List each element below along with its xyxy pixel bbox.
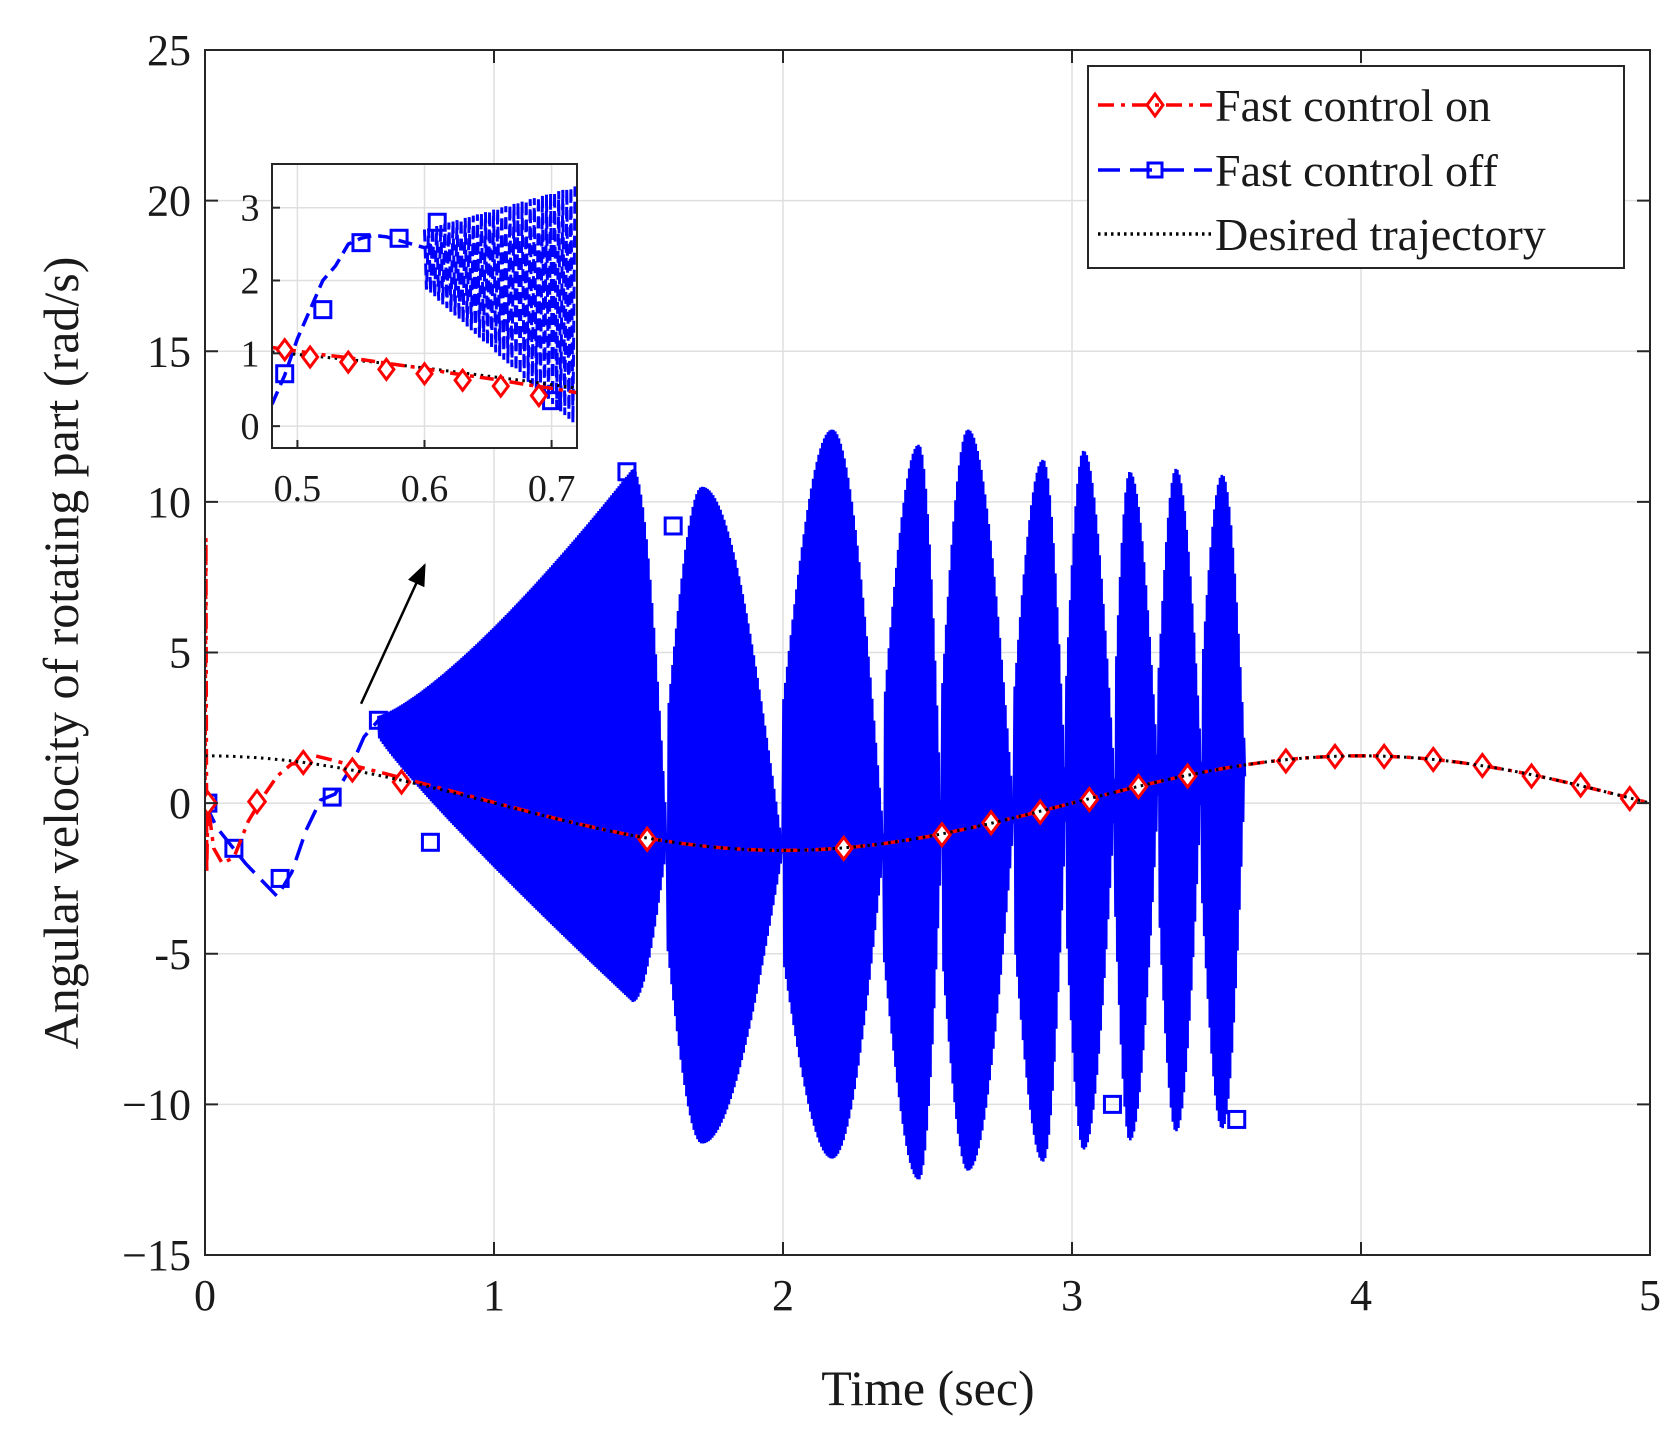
y-tick-label: 25 bbox=[147, 26, 191, 75]
red-diamond-marker bbox=[1177, 762, 1198, 790]
inset-red-diamond-marker bbox=[491, 373, 511, 399]
red-diamond-marker bbox=[833, 834, 854, 862]
inset-red-diamond-marker bbox=[529, 383, 549, 409]
y-tick-label: -5 bbox=[154, 930, 191, 979]
legend-diamond-marker bbox=[1145, 91, 1165, 119]
y-tick-label: 15 bbox=[147, 327, 191, 376]
inset-blue-oscillation bbox=[423, 186, 577, 423]
inset-red-diamond-marker bbox=[415, 361, 434, 387]
legend-label-desired-trajectory: Desired trajectory bbox=[1215, 209, 1546, 260]
x-axis-label: Time (sec) bbox=[821, 1360, 1034, 1416]
blue-square-marker bbox=[224, 838, 244, 858]
inset-ticks: 0.5 0.6 0.7 0 1 2 3 bbox=[241, 188, 576, 510]
blue-square-marker bbox=[663, 516, 683, 536]
inset-red-diamond-marker bbox=[338, 349, 358, 375]
legend: Fast control on Fast control off Desired… bbox=[1087, 65, 1625, 269]
legend-square-marker bbox=[1146, 161, 1164, 179]
red-diamond-marker bbox=[1619, 785, 1640, 813]
inset-series bbox=[272, 186, 577, 423]
blue-square-marker bbox=[617, 462, 637, 482]
y-tick-label: −15 bbox=[122, 1231, 191, 1280]
inset-x-tick-label: 0.7 bbox=[528, 468, 576, 510]
legend-entry-desired-trajectory: Desired trajectory bbox=[1098, 209, 1546, 260]
inset-blue-line bbox=[272, 233, 438, 405]
blue-transient-line bbox=[205, 714, 394, 900]
blue-square-marker bbox=[322, 787, 342, 807]
inset-x-tick-label: 0.5 bbox=[274, 468, 322, 510]
blue-square-marker bbox=[420, 832, 440, 852]
red-diamond-marker bbox=[391, 768, 412, 796]
inset-series-desired-trajectory bbox=[272, 350, 577, 390]
blue-square-marker bbox=[912, 908, 932, 928]
x-tick-label: 3 bbox=[1061, 1271, 1083, 1320]
red-diamond-marker bbox=[637, 825, 658, 853]
inset-red-diamond-marker bbox=[377, 356, 396, 382]
blue-oscillation-line bbox=[377, 429, 1247, 1180]
inset-blue-square-marker bbox=[313, 300, 333, 320]
inset-y-tick-label: 0 bbox=[241, 406, 260, 448]
inset-y-tick-label: 1 bbox=[241, 333, 260, 375]
red-diamond-marker bbox=[1521, 762, 1542, 790]
y-tick-label: 10 bbox=[147, 478, 191, 527]
inset-desired-line bbox=[272, 350, 577, 390]
series-fast-control-off bbox=[205, 429, 1247, 1180]
inset-red-diamond-marker bbox=[300, 344, 320, 370]
x-tick-label: 4 bbox=[1350, 1271, 1372, 1320]
y-tick-label: 5 bbox=[169, 629, 191, 678]
y-axis-label: Angular velocity of rotating part (rad/s… bbox=[33, 257, 89, 1050]
inset-series-fast-control-on bbox=[272, 337, 577, 409]
inset-blue-square-marker bbox=[351, 233, 371, 253]
legend-entry-fast-control-on: Fast control on bbox=[1098, 80, 1491, 131]
x-tick-label: 2 bbox=[772, 1271, 794, 1320]
inset-blue-square-marker bbox=[427, 212, 447, 232]
blue-square-marker bbox=[270, 868, 290, 888]
inset-red-diamond-marker bbox=[453, 367, 472, 393]
legend-label-fast-control-on: Fast control on bbox=[1215, 80, 1491, 131]
blue-square-marker bbox=[1227, 1109, 1247, 1129]
red-diamond-marker bbox=[246, 788, 268, 816]
x-tick-label: 0 bbox=[194, 1271, 216, 1320]
red-diamond-marker bbox=[1570, 771, 1591, 799]
red-diamond-marker bbox=[980, 809, 1002, 837]
blue-square-marker bbox=[1102, 1094, 1122, 1114]
red-diamond-marker bbox=[931, 821, 953, 849]
main-series bbox=[205, 429, 1650, 1180]
inset-series-fast-control-off bbox=[272, 186, 577, 423]
inset-y-tick-label: 2 bbox=[241, 261, 260, 303]
blue-square-marker bbox=[854, 754, 874, 774]
inset-blue-square-marker bbox=[275, 364, 295, 384]
x-tick-label: 1 bbox=[483, 1271, 505, 1320]
legend-entry-fast-control-off: Fast control off bbox=[1098, 145, 1498, 196]
blue-square-marker bbox=[368, 710, 388, 730]
inset-red-diamond-marker bbox=[275, 337, 295, 363]
x-tick-label: 5 bbox=[1639, 1271, 1661, 1320]
y-tick-label: 20 bbox=[147, 177, 191, 226]
zoom-arrow bbox=[359, 563, 426, 705]
inset-x-tick-label: 0.6 bbox=[401, 468, 449, 510]
y-tick-label: 0 bbox=[169, 779, 191, 828]
inset-blue-square-marker bbox=[389, 228, 409, 248]
y-tick-label: −10 bbox=[122, 1080, 191, 1129]
legend-label-fast-control-off: Fast control off bbox=[1215, 145, 1498, 196]
inset-y-tick-label: 3 bbox=[241, 188, 260, 230]
red-diamond-marker bbox=[1128, 773, 1149, 801]
